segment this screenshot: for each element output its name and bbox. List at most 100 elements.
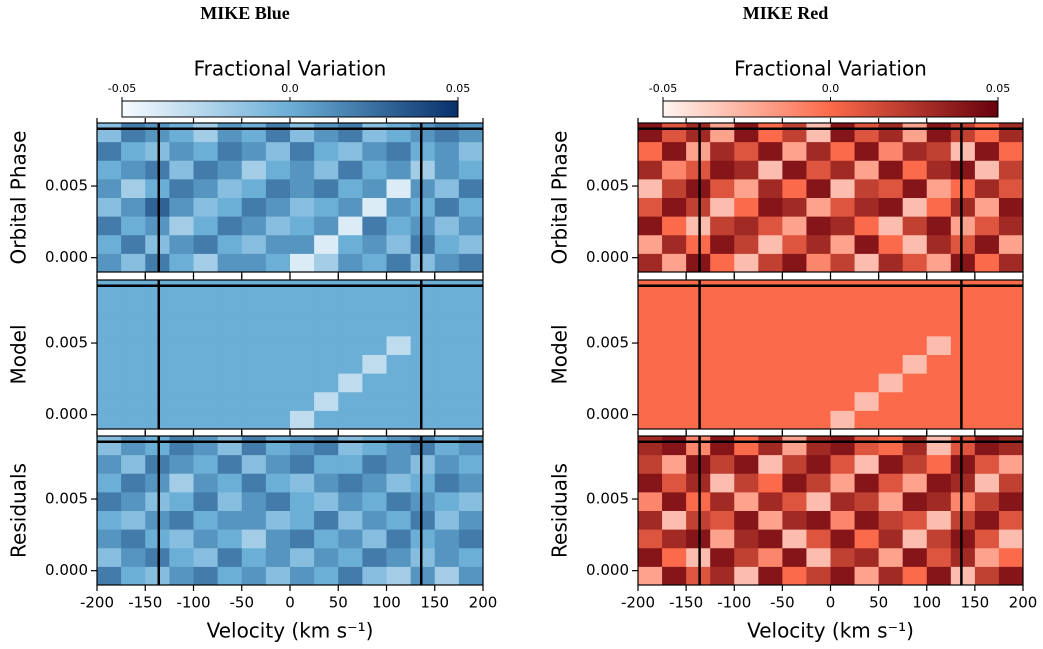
heatmap-cell bbox=[386, 298, 412, 318]
heatmap-cell bbox=[926, 160, 952, 180]
heatmap-cell bbox=[782, 160, 807, 180]
heatmap-cell bbox=[638, 373, 663, 393]
heatmap-cell bbox=[458, 216, 484, 236]
heatmap-cell bbox=[290, 317, 315, 337]
heatmap-cell bbox=[386, 454, 412, 474]
heatmap-cell bbox=[362, 454, 387, 474]
heatmap-cell bbox=[950, 510, 976, 530]
heatmap-cell bbox=[782, 410, 807, 430]
heatmap-cell bbox=[458, 410, 484, 430]
heatmap-cell bbox=[638, 529, 663, 549]
x-tick-label: -50 bbox=[770, 594, 795, 612]
heatmap-cell bbox=[998, 491, 1024, 511]
heatmap-cell bbox=[854, 547, 880, 567]
heatmap-cell bbox=[410, 197, 436, 217]
heatmap-cell bbox=[121, 160, 146, 180]
heatmap-cell bbox=[290, 491, 315, 511]
heatmap-cell bbox=[265, 216, 291, 236]
heatmap-cell bbox=[217, 216, 243, 236]
heatmap-cell bbox=[362, 197, 387, 217]
heatmap-cell bbox=[97, 317, 122, 337]
heatmap-cell bbox=[121, 253, 146, 273]
heatmap-cell bbox=[241, 454, 267, 474]
heatmap-cell bbox=[974, 473, 1000, 493]
heatmap-cell bbox=[458, 197, 484, 217]
heatmap-cell bbox=[217, 178, 243, 198]
x-tick-label: 0 bbox=[826, 594, 836, 612]
heatmap-cell bbox=[782, 566, 807, 586]
heatmap-cell bbox=[458, 473, 484, 493]
heatmap-cell bbox=[314, 529, 339, 549]
heatmap-cell bbox=[806, 298, 831, 318]
heatmap-cell bbox=[97, 197, 122, 217]
heatmap-cell bbox=[290, 410, 315, 430]
heatmap-cell bbox=[806, 280, 831, 300]
heatmap-cell bbox=[638, 280, 663, 300]
y-tick-label: 0.000 bbox=[45, 248, 88, 266]
heatmap-cell bbox=[410, 216, 436, 236]
heatmap-cell bbox=[314, 335, 339, 355]
heatmap-cell bbox=[950, 529, 976, 549]
heatmap-cell bbox=[662, 354, 687, 374]
heatmap-cell bbox=[314, 197, 339, 217]
heatmap-cell bbox=[878, 160, 904, 180]
heatmap-cell bbox=[662, 317, 687, 337]
heatmap-cell bbox=[782, 197, 807, 217]
heatmap-cell bbox=[638, 160, 663, 180]
heatmap-cell bbox=[638, 547, 663, 567]
y-tick-label: 0.000 bbox=[45, 561, 88, 579]
heatmap-cell bbox=[830, 160, 856, 180]
heatmap-cell bbox=[290, 391, 315, 411]
heatmap-cell bbox=[734, 547, 759, 567]
heatmap-cell bbox=[265, 566, 291, 586]
heatmap-cell bbox=[97, 454, 122, 474]
heatmap-cell bbox=[950, 373, 976, 393]
heatmap-cell bbox=[806, 197, 831, 217]
heatmap-cell bbox=[338, 298, 363, 318]
heatmap-cell bbox=[217, 298, 243, 318]
heatmap-cell bbox=[386, 491, 412, 511]
heatmap-cell bbox=[830, 491, 856, 511]
heatmap-cell bbox=[434, 280, 460, 300]
heatmap-cell bbox=[710, 253, 735, 273]
chart-title: MIKE Blue bbox=[200, 3, 290, 23]
heatmap-cell bbox=[758, 253, 783, 273]
heatmap-cell bbox=[434, 566, 460, 586]
y-axis-label: Model bbox=[7, 324, 31, 384]
heatmap-cell bbox=[290, 197, 315, 217]
heatmap-cell bbox=[362, 280, 387, 300]
heatmap-cell bbox=[241, 234, 267, 254]
heatmap-cell bbox=[830, 197, 856, 217]
heatmap-cell bbox=[217, 123, 243, 143]
heatmap-cell bbox=[878, 298, 904, 318]
heatmap-cell bbox=[97, 123, 122, 143]
heatmap-cell bbox=[410, 373, 436, 393]
heatmap-cell bbox=[758, 529, 783, 549]
heatmap-cell bbox=[638, 335, 663, 355]
heatmap-cell bbox=[998, 280, 1024, 300]
heatmap-cell bbox=[458, 547, 484, 567]
heatmap-cell bbox=[830, 216, 856, 236]
heatmap-cell bbox=[121, 454, 146, 474]
heatmap-cell bbox=[241, 317, 267, 337]
heatmap-cell bbox=[734, 491, 759, 511]
heatmap-cell bbox=[854, 473, 880, 493]
x-tick-label: 50 bbox=[329, 594, 348, 612]
heatmap-cell bbox=[662, 123, 687, 143]
heatmap-cell bbox=[758, 436, 783, 456]
heatmap-cell bbox=[410, 317, 436, 337]
heatmap-cell bbox=[902, 547, 928, 567]
heatmap-cell bbox=[878, 354, 904, 374]
heatmap-cell bbox=[97, 234, 122, 254]
heatmap-cell bbox=[926, 491, 952, 511]
heatmap-cell bbox=[290, 510, 315, 530]
heatmap-cell bbox=[878, 216, 904, 236]
heatmap-cell bbox=[662, 280, 687, 300]
heatmap-cell bbox=[362, 391, 387, 411]
heatmap-cell bbox=[121, 436, 146, 456]
heatmap-cell bbox=[458, 160, 484, 180]
heatmap-cell bbox=[290, 141, 315, 161]
heatmap-cell bbox=[902, 529, 928, 549]
heatmap-cell bbox=[290, 436, 315, 456]
heatmap-cell bbox=[410, 335, 436, 355]
